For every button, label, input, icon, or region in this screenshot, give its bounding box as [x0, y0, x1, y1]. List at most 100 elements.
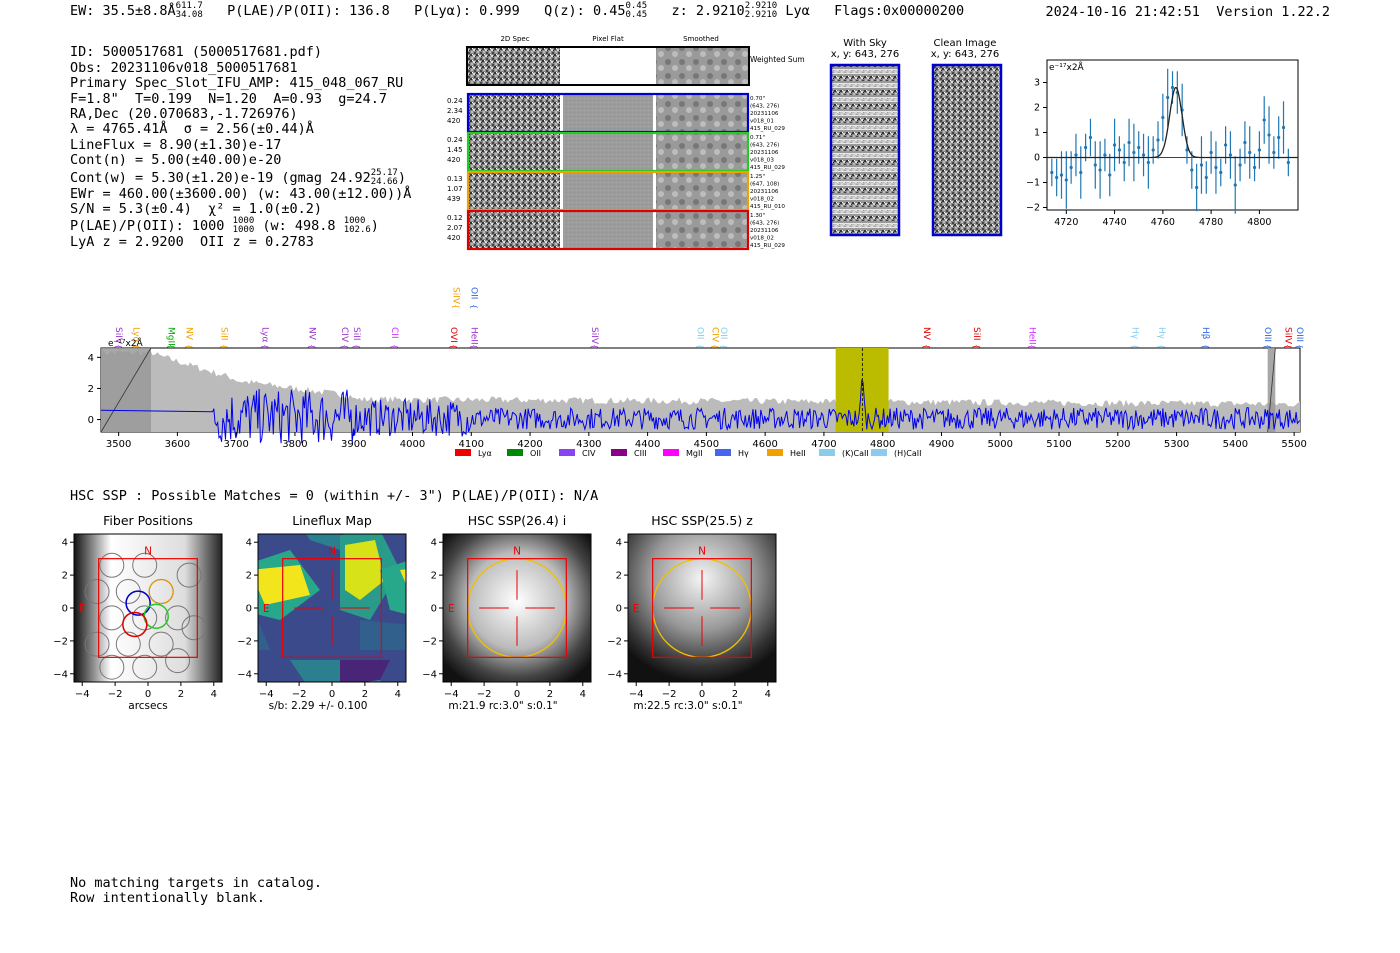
- ew-value: EW: 35.5±8.8Å: [70, 3, 176, 19]
- zoom-xtick-label: 4740: [1102, 217, 1126, 228]
- spectrum-xtick-label: 3700: [223, 439, 248, 450]
- qz-bounds: 0.45 0.45: [625, 1, 648, 20]
- clean-image-title: Clean Image x, y: 643, 276: [930, 38, 1000, 60]
- weighted-sum-label: Weighted Sum: [750, 55, 805, 64]
- legend-label: (H)CaII: [894, 449, 921, 458]
- emission-bracket: {: [972, 344, 981, 349]
- zoom-point: [1074, 153, 1078, 157]
- weighted-flat: [560, 48, 656, 84]
- spectrum-xtick-label: 4800: [870, 439, 895, 450]
- emission-label: SiII: [351, 327, 361, 341]
- legend-label: Hγ: [738, 449, 749, 458]
- legend-swatch: [507, 449, 523, 456]
- zoom-point: [1257, 148, 1261, 152]
- spectrum-xtick-label: 5400: [1223, 439, 1248, 450]
- zoom-point: [1262, 118, 1266, 122]
- zoom-point: [1069, 165, 1073, 170]
- panel-xtick-label: 4: [395, 689, 401, 700]
- panel-xtick-label: −2: [477, 689, 492, 700]
- info-plae: P(LAE)/P(OII): 1000 1000 1000 (w: 498.8 1…: [70, 216, 379, 236]
- zoom-point: [1228, 153, 1233, 157]
- fiber-circle: [148, 631, 174, 657]
- emission-bracket: {: [220, 344, 229, 349]
- spectrum-ytick-label: 4: [88, 353, 94, 364]
- col-flat-label: Pixel Flat: [592, 35, 624, 43]
- emission-bracket: {: [452, 304, 461, 309]
- emission-bracket: {: [1201, 344, 1210, 349]
- col-2d-label: 2D Spec: [500, 35, 529, 43]
- cutout-right-label: 1.25": [750, 174, 765, 180]
- panel-ytick-label: −2: [607, 636, 622, 647]
- fiber-circle: [132, 552, 158, 578]
- emission-label: NV: [307, 327, 317, 341]
- zoom-point: [1055, 175, 1059, 180]
- zoom-xtick-label: 4760: [1151, 217, 1175, 228]
- emission-bracket: {: [449, 344, 458, 349]
- zoom-point: [1122, 160, 1126, 165]
- panel-xtick-label: 0: [514, 689, 520, 700]
- panel-xtick-label: 2: [547, 689, 553, 700]
- cutout-right-label: 0.70": [750, 96, 765, 102]
- spectrum-xtick-label: 5200: [1105, 439, 1130, 450]
- spectrum-xtick-label: 4100: [459, 439, 484, 450]
- fiber-circle: [176, 562, 202, 588]
- emission-label: SiIV: [1282, 327, 1292, 345]
- spectrum-legend: Lyα OII CIV CIII MgII Hγ HeII (K)CaII (H)CaII: [455, 449, 921, 458]
- emission-bracket: {: [469, 344, 478, 349]
- emission-label: OIII: [1294, 327, 1304, 342]
- cutout-right-label: 415_RU_029: [750, 126, 785, 132]
- full-spectrum-plot: SiIV{Lyα{MgII{NV{SiII{Lyα{NV{CIV{SiII{CI…: [88, 287, 1307, 458]
- cutout-right-label: (647, 108): [750, 182, 779, 188]
- panel-ytick-label: −2: [237, 636, 252, 647]
- panel-ytick-label: −4: [422, 669, 437, 680]
- info-lyaz: LyA z = 2.9200 OII z = 0.2783: [70, 234, 314, 251]
- zoom-point: [1050, 170, 1054, 175]
- emission-label: SiIV: [589, 327, 599, 345]
- zoom-xtick-label: 4800: [1247, 217, 1271, 228]
- cutout-smooth-1: [656, 95, 748, 131]
- search-box: [98, 558, 198, 658]
- zoom-point: [1238, 163, 1242, 167]
- zoom-point: [1204, 175, 1208, 180]
- weighted-2d: [468, 48, 560, 84]
- panel-ytick-label: 2: [62, 571, 68, 582]
- cutout-right-label: 0.71": [750, 135, 765, 141]
- cutout-right-label: 415_RU_010: [750, 204, 785, 210]
- fiber-circle: [99, 654, 125, 680]
- z-bounds: 2.9210 2.9210: [744, 1, 778, 20]
- info-contw: Cont(w) = 5.30(±1.20)e-19 (gmag 24.9225.…: [70, 167, 406, 187]
- cutout-right-label: v018_02: [750, 197, 774, 203]
- emission-label: HeII: [1027, 327, 1037, 345]
- fiber-circle: [165, 648, 191, 674]
- panel-xtick-label: −2: [292, 689, 307, 700]
- spectrum-xtick-label: 4000: [400, 439, 425, 450]
- legend-swatch: [871, 449, 887, 456]
- clean-image-frame: [931, 63, 1003, 237]
- panel-ytick-label: 0: [246, 604, 252, 615]
- spectrum-xtick-label: 5500: [1281, 439, 1306, 450]
- zoom-point: [1059, 173, 1064, 177]
- zoom-point: [1286, 160, 1290, 165]
- zoom-point: [1127, 140, 1131, 145]
- zoom-ylabel: e⁻¹⁷x2Å: [1049, 61, 1085, 73]
- spectrum-ytick-label: 2: [88, 384, 94, 395]
- spectrum-xtick-label: 5000: [988, 439, 1013, 450]
- zoom-point: [1243, 140, 1247, 145]
- fiber-circle: [165, 605, 191, 631]
- emission-label: Hβ: [1200, 327, 1210, 340]
- cutout-left-label: 0.12: [447, 214, 463, 222]
- panel-xtick-label: −4: [629, 689, 644, 700]
- cutout-left-label: 420: [447, 156, 460, 164]
- col-smooth-label: Smoothed: [683, 35, 719, 43]
- zoom-point: [1223, 143, 1228, 147]
- north-label: N: [144, 545, 152, 557]
- cutout-flat-2: [563, 134, 653, 170]
- spectrum-xtick-label: 4200: [517, 439, 542, 450]
- panel-xtick-label: 0: [145, 689, 151, 700]
- cutout-right-label: 1.30": [750, 213, 765, 219]
- info-lambda: λ = 4765.41Å σ = 2.56(±0.44)Å: [70, 121, 314, 138]
- east-label: E: [448, 603, 455, 615]
- zoom-point: [1161, 115, 1165, 120]
- zoom-point: [1170, 85, 1175, 90]
- emission-bracket: {: [590, 344, 599, 349]
